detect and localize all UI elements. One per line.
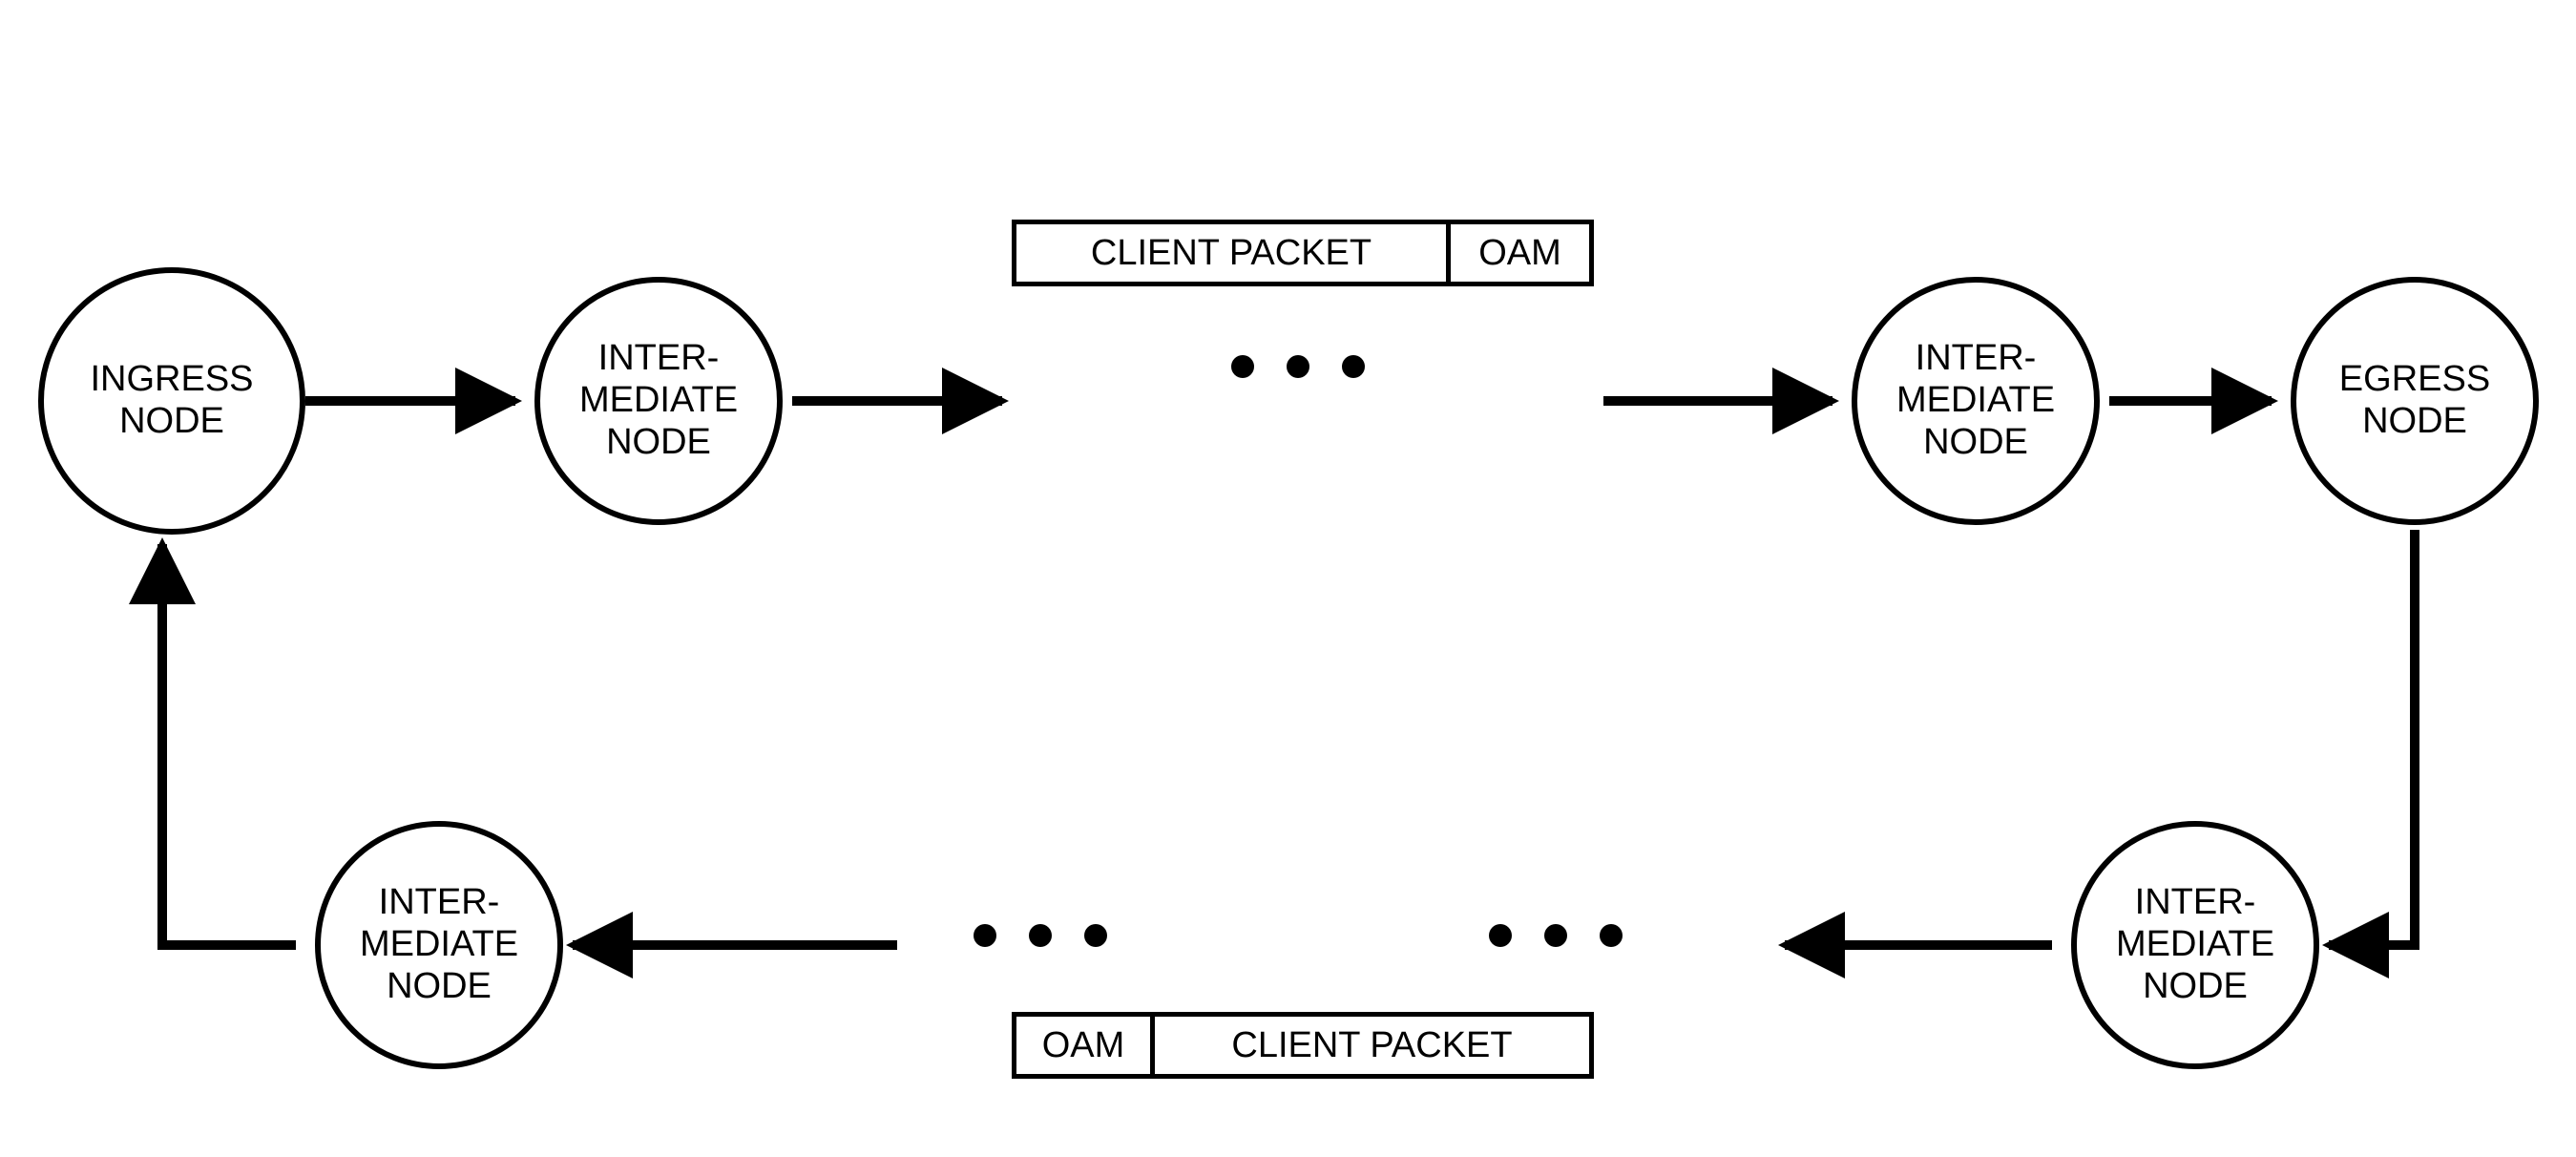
node-label-line: NODE: [1896, 422, 2055, 464]
node-label-line: NODE: [2116, 966, 2274, 1008]
ellipsis-dots: [1231, 355, 1365, 378]
node-label-line: INTER-: [2116, 882, 2274, 924]
dot-icon: [1342, 355, 1365, 378]
node-label-line: EGRESS: [2339, 359, 2490, 401]
intermediate-node: INTER- MEDIATE NODE: [315, 821, 563, 1069]
dot-icon: [1231, 355, 1254, 378]
node-label-line: NODE: [360, 966, 518, 1008]
dot-icon: [1029, 924, 1052, 947]
packet-bottom: OAM CLIENT PACKET: [1012, 1012, 1594, 1079]
dot-icon: [1600, 924, 1623, 947]
dot-icon: [1489, 924, 1512, 947]
packet-cell-client: CLIENT PACKET: [1155, 1012, 1594, 1079]
ingress-node: INGRESS NODE: [38, 267, 305, 535]
ellipsis-dots: [974, 924, 1107, 947]
diagram-canvas: INGRESS NODE INTER- MEDIATE NODE INTER- …: [0, 0, 2576, 1157]
packet-cell-label: CLIENT PACKET: [1091, 233, 1372, 274]
node-label-line: MEDIATE: [2116, 924, 2274, 966]
packet-cell-label: CLIENT PACKET: [1231, 1025, 1512, 1066]
node-label-line: INTER-: [360, 882, 518, 924]
node-label-line: NODE: [90, 401, 253, 443]
intermediate-node: INTER- MEDIATE NODE: [1852, 277, 2100, 525]
packet-cell-client: CLIENT PACKET: [1012, 220, 1451, 286]
node-label-line: NODE: [2339, 401, 2490, 443]
node-label-line: NODE: [579, 422, 738, 464]
intermediate-node: INTER- MEDIATE NODE: [534, 277, 783, 525]
egress-node: EGRESS NODE: [2291, 277, 2539, 525]
ellipsis-dots: [1489, 924, 1623, 947]
node-label-line: INTER-: [1896, 338, 2055, 380]
arrow: [162, 544, 296, 945]
packet-cell-label: OAM: [1478, 233, 1561, 274]
intermediate-node: INTER- MEDIATE NODE: [2071, 821, 2319, 1069]
dot-icon: [1084, 924, 1107, 947]
packet-cell-label: OAM: [1042, 1025, 1125, 1066]
node-label-line: INGRESS: [90, 359, 253, 401]
node-label-line: MEDIATE: [360, 924, 518, 966]
packet-top: CLIENT PACKET OAM: [1012, 220, 1594, 286]
dot-icon: [1544, 924, 1567, 947]
dot-icon: [974, 924, 996, 947]
packet-cell-oam: OAM: [1451, 220, 1594, 286]
dot-icon: [1287, 355, 1309, 378]
packet-cell-oam: OAM: [1012, 1012, 1155, 1079]
node-label-line: MEDIATE: [579, 380, 738, 422]
arrow: [2329, 530, 2415, 945]
node-label-line: MEDIATE: [1896, 380, 2055, 422]
node-label-line: INTER-: [579, 338, 738, 380]
